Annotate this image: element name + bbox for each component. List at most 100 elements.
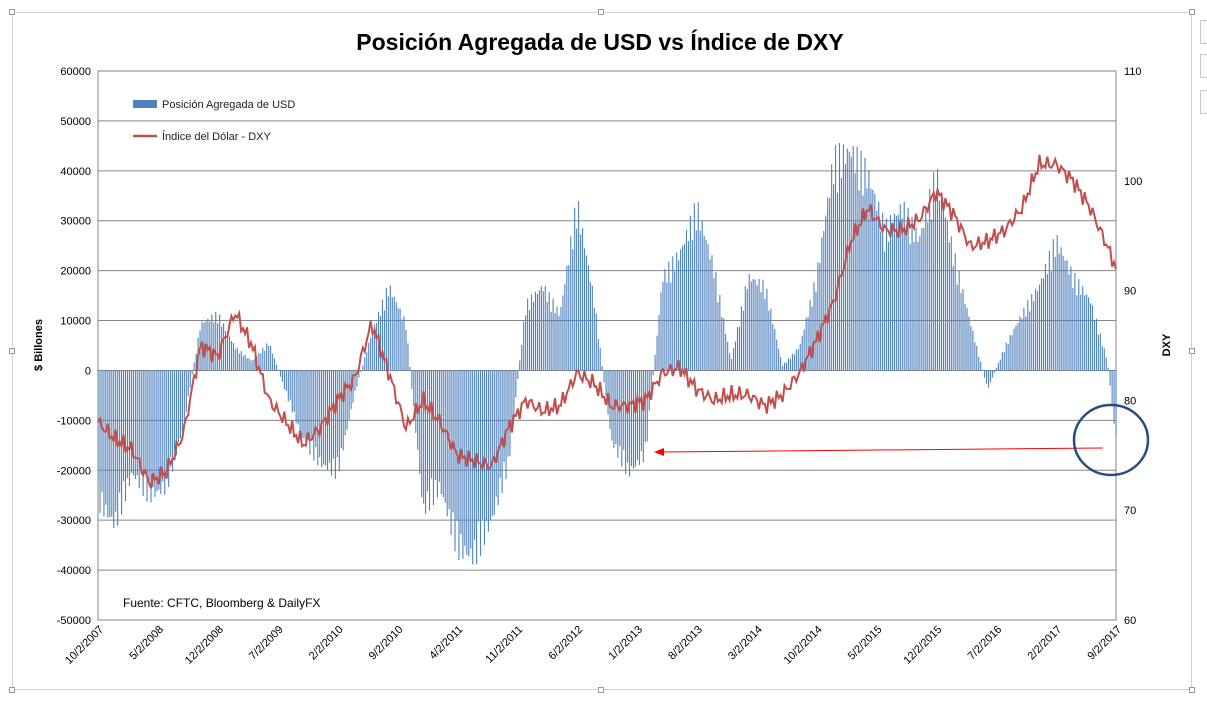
bar (529, 310, 531, 371)
bar (354, 370, 356, 391)
bar (503, 370, 505, 462)
bar (942, 209, 944, 371)
bar (940, 192, 943, 371)
bar (117, 370, 119, 526)
bar (770, 308, 772, 371)
bar (356, 370, 358, 387)
bar (913, 241, 915, 371)
bar (303, 370, 305, 439)
bar (595, 313, 597, 371)
bar (758, 278, 760, 371)
bar (880, 231, 882, 371)
resize-handle-bottom-left[interactable] (9, 687, 15, 693)
bar (891, 228, 893, 371)
chart-filters-button[interactable] (1200, 90, 1207, 114)
bar (1101, 346, 1103, 371)
bar (1031, 293, 1033, 371)
bar (805, 317, 807, 371)
bar (105, 370, 107, 505)
bar (387, 296, 389, 371)
bar (299, 370, 301, 432)
bar (1011, 335, 1013, 371)
bar (432, 370, 435, 505)
bar (617, 370, 619, 458)
chart-styles-button[interactable] (1200, 54, 1207, 78)
bar (1105, 357, 1107, 371)
bar (789, 359, 791, 371)
bar (740, 306, 742, 371)
resize-handle-bottom-mid[interactable] (598, 687, 604, 693)
bar (444, 370, 446, 503)
bar (585, 255, 588, 371)
bar (915, 227, 917, 371)
bar (1046, 274, 1048, 371)
bar (244, 354, 246, 371)
bar (795, 349, 797, 371)
chart-frame[interactable] (9, 9, 1195, 693)
bar (729, 353, 731, 371)
bar (609, 370, 611, 430)
bar (715, 272, 717, 371)
bar (1113, 370, 1115, 424)
bar (970, 326, 972, 371)
bar (391, 297, 393, 371)
bar (960, 293, 962, 371)
bar (784, 363, 786, 371)
resize-handle-top-right[interactable] (1189, 9, 1195, 15)
y-tick-left: 0 (85, 365, 91, 377)
bar (287, 370, 289, 402)
x-tick-label: 7/2/2016 (966, 624, 1005, 663)
bar (734, 341, 737, 371)
chart-elements-button[interactable] (1200, 20, 1207, 44)
bar (307, 370, 309, 440)
bar (481, 370, 484, 520)
bar (421, 370, 423, 498)
bar (887, 241, 890, 371)
bar (615, 370, 617, 445)
bar (746, 289, 748, 371)
resize-handle-bottom-right[interactable] (1189, 687, 1195, 693)
bar (878, 201, 880, 371)
bar (736, 327, 739, 371)
bar (1093, 319, 1096, 371)
bar (264, 351, 266, 371)
bar (468, 370, 470, 557)
bar (846, 148, 848, 371)
bar (593, 307, 595, 371)
bar (552, 298, 554, 371)
resize-handle-mid-right[interactable] (1189, 348, 1195, 354)
bar (319, 370, 321, 458)
resize-handle-top-left[interactable] (9, 9, 15, 15)
bar (1054, 256, 1056, 371)
bar (658, 315, 660, 371)
bar (889, 215, 892, 371)
x-tick-label: 5/2/2008 (127, 624, 166, 663)
bar (644, 370, 646, 443)
y-tick-right: 110 (1124, 66, 1142, 78)
bar (833, 184, 835, 371)
y-tick-left: 60000 (60, 66, 91, 78)
bar (283, 370, 285, 390)
bar (825, 215, 827, 371)
bar (674, 271, 676, 371)
bar (731, 358, 733, 371)
bar (1109, 370, 1111, 386)
bar (599, 347, 601, 371)
bar (984, 370, 986, 378)
bar (562, 295, 564, 371)
bar (364, 357, 366, 371)
bar (733, 348, 735, 371)
bar (935, 200, 937, 371)
bar (228, 336, 231, 371)
bar (548, 291, 550, 371)
bar (850, 156, 852, 371)
resize-handle-top-mid[interactable] (598, 9, 604, 15)
bar (430, 370, 433, 479)
legend[interactable]: Posición Agregada de USD Índice del Dóla… (133, 99, 295, 143)
resize-handle-mid-left[interactable] (9, 348, 15, 354)
bar (236, 347, 238, 371)
bar (344, 370, 346, 436)
bar (189, 370, 191, 388)
bar (195, 353, 197, 371)
